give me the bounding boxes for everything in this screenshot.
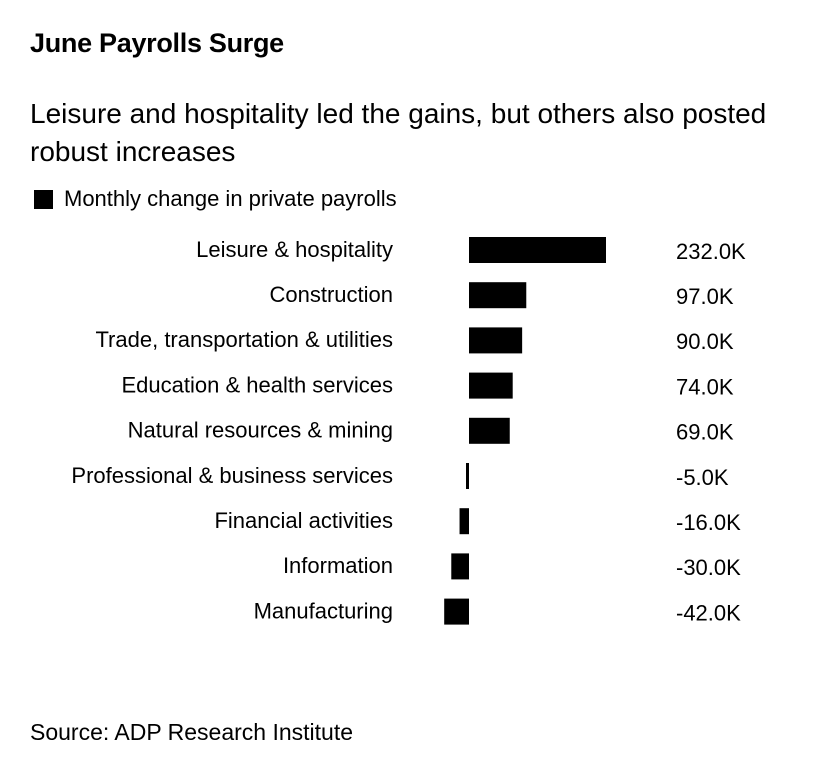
legend-swatch: [34, 189, 53, 209]
category-label: Professional & business services: [71, 463, 393, 488]
value-label: -16.0K: [676, 510, 741, 535]
value-label: -5.0K: [676, 465, 729, 490]
category-label: Leisure & hospitality: [196, 237, 393, 262]
bar: [451, 553, 469, 580]
category-label: Construction: [269, 282, 393, 307]
category-label: Information: [283, 553, 393, 578]
value-label: -30.0K: [676, 555, 741, 580]
value-label: 97.0K: [676, 284, 734, 309]
category-label: Natural resources & mining: [128, 418, 393, 443]
bar: [469, 417, 510, 444]
bar: [469, 327, 523, 354]
source-note: Source: ADP Research Institute: [30, 719, 354, 745]
bar-chart: Leisure & hospitality 232.0K Construction 9…: [71, 237, 746, 626]
bar: [466, 463, 469, 489]
bar: [444, 598, 469, 625]
category-label: Education & health services: [122, 372, 394, 397]
value-label: 69.0K: [676, 420, 734, 445]
legend-label: Monthly change in private payrolls: [64, 186, 397, 211]
value-label: 232.0K: [676, 239, 746, 264]
value-label: 74.0K: [676, 374, 734, 399]
bar: [469, 237, 606, 263]
legend: Monthly change in private payrolls: [34, 186, 397, 212]
value-label: 90.0K: [676, 329, 734, 354]
bar: [459, 508, 469, 535]
category-label: Trade, transportation & utilities: [95, 327, 393, 352]
chart-title: June Payrolls Surge: [30, 28, 284, 58]
chart-subtitle: Leisure and hospitality led the gains, b…: [30, 98, 767, 167]
category-label: Manufacturing: [254, 598, 393, 623]
category-label: Financial activities: [214, 508, 393, 533]
value-label: -42.0K: [676, 600, 741, 625]
bar: [469, 282, 527, 309]
bar: [469, 372, 513, 399]
